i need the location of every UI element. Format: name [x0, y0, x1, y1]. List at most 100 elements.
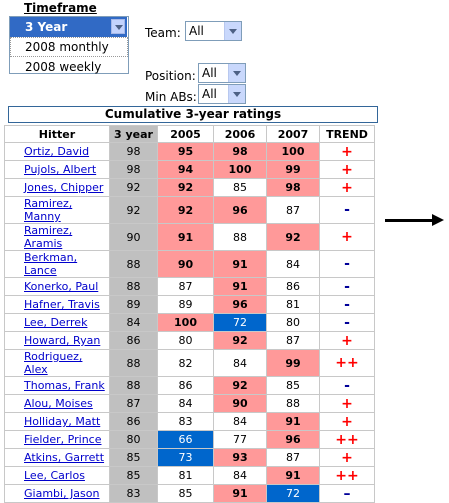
- year-2006-cell: 91: [213, 484, 267, 503]
- year-2005-cell: 82: [157, 349, 214, 377]
- year-2007-cell: 92: [266, 223, 320, 251]
- year-2007-cell: 87: [266, 196, 320, 224]
- table-row: Fielder, Prince 80 66 77 96 ++: [4, 430, 375, 449]
- year-2007-cell: 99: [266, 160, 320, 179]
- year-2005-cell: 86: [157, 376, 214, 395]
- hitter-cell: Ortiz, David: [4, 142, 110, 161]
- hitter-link[interactable]: Thomas, Frank: [24, 379, 105, 392]
- year-2007-cell: 100: [266, 142, 320, 161]
- trend-cell: -: [319, 277, 375, 296]
- timeframe-option-2008-monthly[interactable]: 2008 monthly: [10, 37, 128, 57]
- hitter-cell: Thomas, Frank: [4, 376, 110, 395]
- header-2006[interactable]: 2006: [213, 125, 267, 143]
- table-row: Lee, Carlos 85 81 84 91 ++: [4, 466, 375, 485]
- header-trend[interactable]: TREND: [319, 125, 375, 143]
- three-year-cell: 88: [109, 349, 158, 377]
- year-2005-cell: 85: [157, 484, 214, 503]
- three-year-cell: 83: [109, 484, 158, 503]
- header-2007[interactable]: 2007: [266, 125, 320, 143]
- year-2005-cell: 66: [157, 430, 214, 449]
- table-row: Konerko, Paul 88 87 91 86-: [4, 277, 375, 296]
- hitter-link[interactable]: Holliday, Matt: [24, 415, 101, 428]
- year-2005-cell: 87: [157, 277, 214, 296]
- timeframe-option-2008-weekly[interactable]: 2008 weekly: [25, 60, 102, 74]
- min-abs-select[interactable]: All: [198, 84, 246, 104]
- hitter-link[interactable]: Ramirez, Aramis: [24, 224, 73, 250]
- three-year-cell: 85: [109, 448, 158, 467]
- hitter-cell: Jones, Chipper: [4, 178, 110, 197]
- trend-cell: -: [319, 313, 375, 332]
- hitter-cell: Konerko, Paul: [4, 277, 110, 296]
- hitter-link[interactable]: Lee, Derrek: [24, 316, 88, 329]
- year-2007-cell: 88: [266, 394, 320, 413]
- hitter-link[interactable]: Alou, Moises: [24, 397, 93, 410]
- trend-cell: -: [319, 250, 375, 278]
- year-2006-cell: 93: [213, 448, 267, 467]
- position-label: Position:: [145, 69, 196, 83]
- hitter-link[interactable]: Giambi, Jason: [24, 487, 100, 500]
- trend-cell: ++: [319, 430, 375, 449]
- three-year-cell: 88: [109, 376, 158, 395]
- hitter-link[interactable]: Konerko, Paul: [24, 280, 99, 293]
- year-2005-cell: 95: [157, 142, 214, 161]
- hitter-link[interactable]: Pujols, Albert: [24, 163, 97, 176]
- hitter-cell: Hafner, Travis: [4, 295, 110, 314]
- chevron-down-icon[interactable]: [224, 22, 241, 40]
- hitter-link[interactable]: Jones, Chipper: [24, 181, 104, 194]
- year-2007-cell: 72: [266, 484, 320, 503]
- chevron-down-icon[interactable]: [228, 85, 245, 103]
- year-2005-cell: 91: [157, 223, 214, 251]
- chevron-down-icon[interactable]: [111, 19, 125, 34]
- arrow-right-icon: [432, 214, 444, 226]
- year-2007-cell: 98: [266, 178, 320, 197]
- hitter-link[interactable]: Atkins, Garrett: [24, 451, 105, 464]
- header-hitter[interactable]: Hitter: [4, 125, 110, 143]
- position-select[interactable]: All: [198, 63, 246, 83]
- year-2006-cell: 84: [213, 412, 267, 431]
- arrow-pointer-line: [385, 219, 435, 222]
- hitter-link[interactable]: Ramirez, Manny: [24, 197, 73, 223]
- year-2006-cell: 98: [213, 142, 267, 161]
- year-2006-cell: 72: [213, 313, 267, 332]
- team-label: Team:: [145, 26, 181, 40]
- hitter-cell: Berkman, Lance: [4, 250, 110, 278]
- timeframe-label: Timeframe: [24, 1, 97, 15]
- table-row: Pujols, Albert 98 94 100 99 +: [4, 160, 375, 179]
- trend-cell: +: [319, 160, 375, 179]
- header-2005[interactable]: 2005: [157, 125, 214, 143]
- table-row: Atkins, Garrett 85 73 93 87 +: [4, 448, 375, 467]
- hitter-link[interactable]: Rodriguez, Alex: [24, 350, 83, 376]
- hitter-link[interactable]: Fielder, Prince: [24, 433, 102, 446]
- hitter-cell: Giambi, Jason: [4, 484, 110, 503]
- hitter-link[interactable]: Berkman, Lance: [24, 251, 78, 277]
- timeframe-option-label: 3 Year: [25, 20, 68, 34]
- timeframe-option-3year[interactable]: 3 Year: [10, 17, 127, 37]
- timeframe-listbox[interactable]: 3 Year 2008 monthly 2008 weekly: [9, 16, 129, 74]
- three-year-cell: 85: [109, 466, 158, 485]
- table-row: Hafner, Travis 89 89 96 81-: [4, 295, 375, 314]
- chevron-down-icon[interactable]: [228, 64, 245, 82]
- trend-cell: ++: [319, 349, 375, 377]
- trend-cell: +: [319, 394, 375, 413]
- three-year-cell: 98: [109, 160, 158, 179]
- table-row: Ortiz, David 98 95 98 100 +: [4, 142, 375, 161]
- trend-cell: -: [319, 295, 375, 314]
- hitter-cell: Howard, Ryan: [4, 331, 110, 350]
- three-year-cell: 88: [109, 250, 158, 278]
- year-2006-cell: 91: [213, 277, 267, 296]
- team-select[interactable]: All: [185, 21, 242, 41]
- hitter-link[interactable]: Lee, Carlos: [24, 469, 85, 482]
- year-2006-cell: 84: [213, 349, 267, 377]
- header-3year[interactable]: 3 year: [109, 125, 158, 143]
- hitter-link[interactable]: Hafner, Travis: [24, 298, 100, 311]
- year-2005-cell: 73: [157, 448, 214, 467]
- three-year-cell: 86: [109, 331, 158, 350]
- year-2005-cell: 83: [157, 412, 214, 431]
- year-2005-cell: 81: [157, 466, 214, 485]
- hitter-link[interactable]: Ortiz, David: [24, 145, 90, 158]
- hitter-link[interactable]: Howard, Ryan: [24, 334, 101, 347]
- table-row: Howard, Ryan 86 80 92 87 +: [4, 331, 375, 350]
- trend-cell: +: [319, 412, 375, 431]
- three-year-cell: 89: [109, 295, 158, 314]
- hitter-cell: Lee, Carlos: [4, 466, 110, 485]
